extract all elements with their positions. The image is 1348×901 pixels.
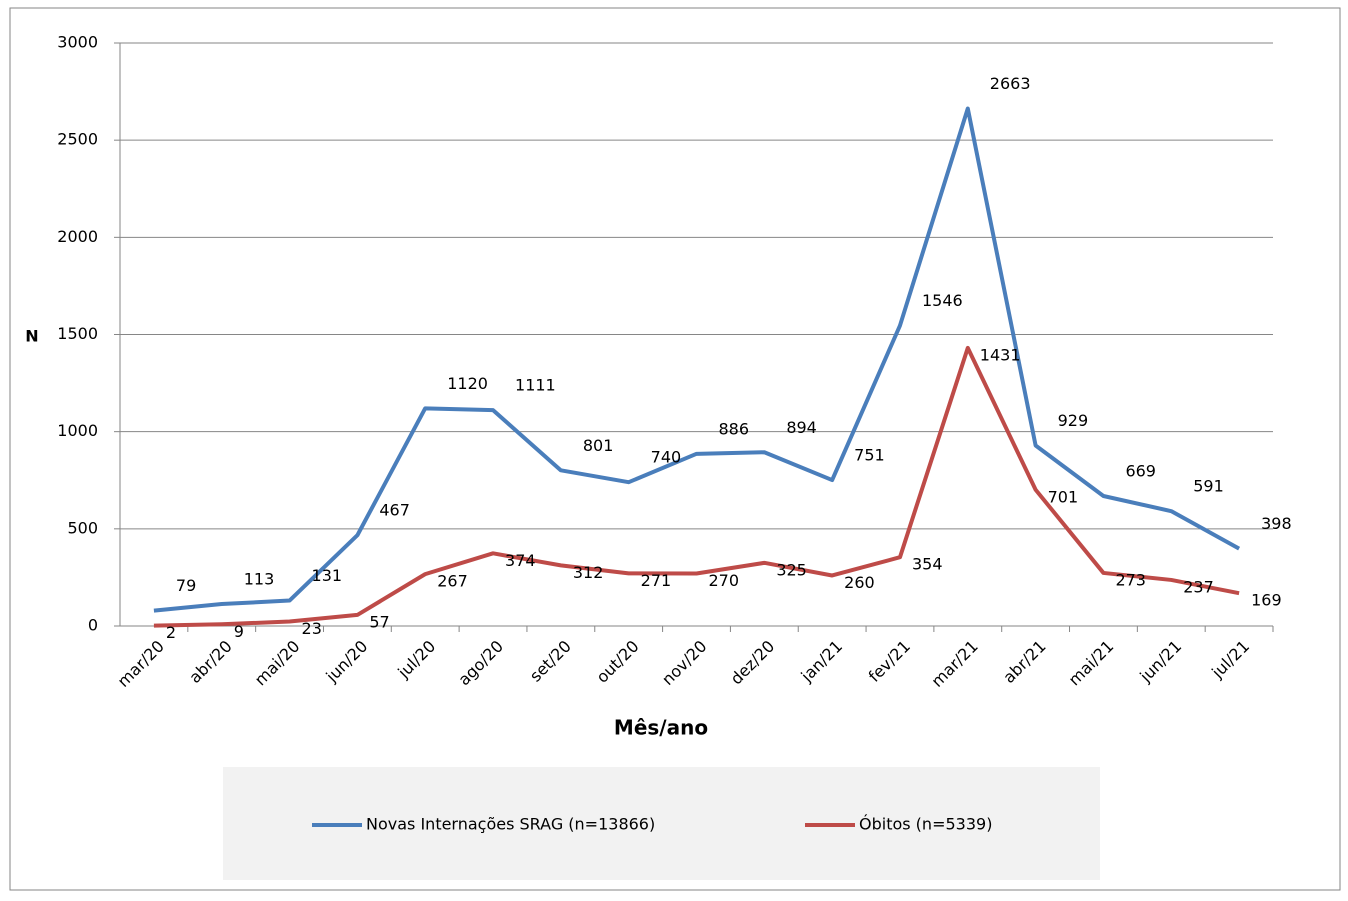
data-label: 886 <box>719 419 750 438</box>
y-tick-label: 2000 <box>57 227 98 246</box>
legend-box <box>223 767 1100 880</box>
data-label: 325 <box>776 560 807 579</box>
y-axis-title: N <box>25 327 38 346</box>
data-label: 801 <box>583 436 614 455</box>
data-label: 467 <box>379 501 410 520</box>
chart-border <box>9 7 1341 891</box>
series-line <box>153 345 1240 628</box>
data-label: 740 <box>651 448 682 467</box>
series-line <box>153 106 1241 613</box>
data-label: 260 <box>844 573 875 592</box>
data-label: 2 <box>166 623 176 642</box>
data-label: 273 <box>1115 570 1146 589</box>
data-label: 374 <box>505 551 536 570</box>
data-label: 591 <box>1193 477 1224 496</box>
data-label: 113 <box>244 570 275 589</box>
x-axis-title: Mês/ano <box>614 716 708 740</box>
data-label: 131 <box>312 566 343 585</box>
data-label: 23 <box>302 619 322 638</box>
data-label: 2663 <box>990 74 1031 93</box>
data-label: 1120 <box>447 374 488 393</box>
y-tick-label: 2500 <box>57 130 98 149</box>
data-label: 929 <box>1058 411 1089 430</box>
data-label: 270 <box>709 571 740 590</box>
data-label: 751 <box>854 446 885 465</box>
data-label: 1431 <box>980 345 1021 364</box>
legend-label: Óbitos (n=5339) <box>859 815 992 834</box>
data-label: 354 <box>912 555 943 574</box>
data-label: 9 <box>234 622 244 641</box>
y-tick-label: 1000 <box>57 421 98 440</box>
data-label: 169 <box>1251 591 1282 610</box>
data-label: 701 <box>1048 487 1079 506</box>
data-label: 267 <box>437 572 468 591</box>
y-tick-label: 0 <box>88 616 98 635</box>
data-label: 894 <box>786 418 817 437</box>
data-label: 57 <box>369 612 389 631</box>
data-label: 669 <box>1125 461 1156 480</box>
data-label: 1546 <box>922 291 963 310</box>
data-label: 398 <box>1261 514 1292 533</box>
y-tick-label: 500 <box>67 518 98 537</box>
data-label: 237 <box>1183 577 1214 596</box>
data-label: 79 <box>176 576 196 595</box>
y-tick-label: 1500 <box>57 324 98 343</box>
data-label: 271 <box>641 571 672 590</box>
data-label: 312 <box>573 563 604 582</box>
y-tick-label: 3000 <box>57 33 98 52</box>
legend-label: Novas Internações SRAG (n=13866) <box>366 815 655 834</box>
data-label: 1111 <box>515 376 556 395</box>
